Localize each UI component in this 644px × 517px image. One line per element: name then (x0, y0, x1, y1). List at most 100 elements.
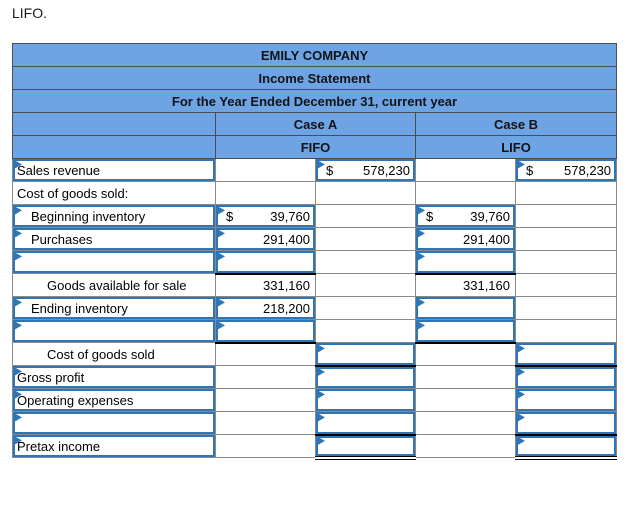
amount-cell (415, 434, 516, 458)
input-amount-cell[interactable] (415, 319, 516, 344)
input-amount-cell[interactable] (315, 388, 416, 412)
table-row-subtitle: Income Statement (11, 66, 618, 90)
input-flag-icon (217, 321, 225, 331)
table-row: Beginning inventory $39,760 $39,760 (12, 204, 618, 228)
method-lifo-header: LIFO (414, 135, 618, 159)
row-label: Cost of goods sold (47, 346, 155, 362)
method-fifo-header: FIFO (215, 135, 416, 159)
input-flag-icon (317, 413, 325, 423)
amount-cell (315, 204, 416, 228)
amount-cell (315, 250, 416, 274)
table-row: Cost of goods sold (12, 342, 618, 367)
input-amount-cell[interactable] (514, 411, 618, 435)
table-row-period: For the Year Ended December 31, current … (11, 89, 618, 113)
row-label: Beginning inventory (31, 208, 146, 224)
input-flag-icon (317, 436, 325, 446)
table-row (12, 411, 618, 435)
currency-symbol: $ (326, 162, 334, 178)
input-flag-icon (217, 229, 225, 239)
table-row-case-headers: Case A Case B (12, 112, 618, 136)
row-label-cell[interactable]: Operating expenses (12, 388, 216, 412)
input-flag-icon (317, 344, 325, 354)
row-label-cell[interactable]: Sales revenue (12, 158, 216, 182)
currency-symbol: $ (226, 208, 234, 224)
input-flag-icon (14, 160, 22, 170)
amount-value: 331,160 (463, 277, 510, 293)
income-statement-worksheet: EMILY COMPANY Income Statement For the Y… (11, 43, 618, 460)
row-label-cell: Goods available for sale (12, 273, 216, 297)
amount-cell (514, 296, 618, 320)
input-flag-icon (417, 252, 425, 262)
amount-value: 578,230 (363, 162, 410, 178)
input-amount-cell[interactable] (514, 365, 618, 389)
input-amount-cell[interactable]: $578,230 (315, 158, 416, 182)
input-flag-icon (14, 298, 22, 308)
input-amount-cell[interactable] (415, 296, 516, 320)
row-label-cell[interactable] (12, 319, 216, 343)
input-flag-icon (417, 229, 425, 239)
currency-symbol: $ (526, 162, 534, 178)
input-amount-cell[interactable] (514, 433, 618, 460)
input-amount-cell[interactable] (315, 433, 416, 460)
input-flag-icon (217, 206, 225, 216)
amount-cell: 331,160 (215, 273, 316, 297)
input-flag-icon (417, 298, 425, 308)
amount-cell (514, 319, 618, 343)
row-label-cell[interactable]: Ending inventory (12, 296, 216, 320)
input-amount-cell[interactable]: 218,200 (215, 296, 316, 320)
case-a-header: Case A (215, 112, 416, 136)
input-flag-icon (317, 160, 325, 170)
amount-cell (514, 204, 618, 228)
input-amount-cell[interactable]: $578,230 (514, 158, 618, 182)
input-flag-icon (217, 252, 225, 262)
input-flag-icon (517, 367, 525, 377)
table-row: Sales revenue $578,230 $578,230 (12, 158, 618, 182)
header-spacer (12, 112, 216, 136)
input-flag-icon (317, 390, 325, 400)
table-row-title: EMILY COMPANY (11, 43, 618, 67)
amount-cell (215, 388, 316, 412)
amount-cell (315, 181, 416, 205)
amount-cell (215, 434, 316, 458)
table-row: Goods available for sale 331,160 331,160 (12, 273, 618, 297)
amount-cell (415, 342, 516, 366)
input-amount-cell[interactable]: $39,760 (415, 204, 516, 228)
amount-cell: 331,160 (415, 273, 516, 297)
row-label-cell[interactable] (12, 250, 216, 274)
input-amount-cell[interactable]: 291,400 (215, 227, 316, 251)
row-label: Ending inventory (31, 300, 128, 316)
amount-cell (315, 227, 416, 251)
input-amount-cell[interactable] (514, 342, 618, 367)
input-amount-cell[interactable] (315, 411, 416, 435)
input-amount-cell[interactable] (315, 342, 416, 367)
input-amount-cell[interactable]: 291,400 (415, 227, 516, 251)
amount-cell (215, 342, 316, 366)
amount-cell (315, 319, 416, 343)
amount-value: 39,760 (270, 208, 310, 224)
amount-value: 39,760 (470, 208, 510, 224)
input-flag-icon (14, 252, 22, 262)
table-row-method-headers: FIFO LIFO (12, 135, 618, 159)
input-amount-cell[interactable] (215, 250, 316, 275)
amount-cell (415, 158, 516, 182)
input-amount-cell[interactable]: $39,760 (215, 204, 316, 228)
input-amount-cell[interactable] (415, 250, 516, 275)
input-amount-cell[interactable] (514, 388, 618, 412)
row-label-cell[interactable]: Beginning inventory (12, 204, 216, 228)
table-subtitle: Income Statement (11, 66, 618, 90)
row-label-cell[interactable]: Purchases (12, 227, 216, 251)
row-label-cell[interactable]: Gross profit (12, 365, 216, 389)
row-label-cell[interactable] (12, 411, 216, 435)
table-row: Cost of goods sold: (12, 181, 618, 205)
row-label: Goods available for sale (47, 277, 187, 293)
row-label: Operating expenses (17, 392, 134, 408)
input-amount-cell[interactable] (315, 365, 416, 389)
input-flag-icon (417, 321, 425, 331)
amount-cell (215, 411, 316, 435)
input-flag-icon (14, 390, 22, 400)
row-label-cell[interactable]: Pretax income (12, 434, 216, 458)
table-row (12, 250, 618, 275)
amount-value: 291,400 (463, 231, 510, 247)
table-row: Pretax income (12, 433, 618, 460)
input-amount-cell[interactable] (215, 319, 316, 344)
